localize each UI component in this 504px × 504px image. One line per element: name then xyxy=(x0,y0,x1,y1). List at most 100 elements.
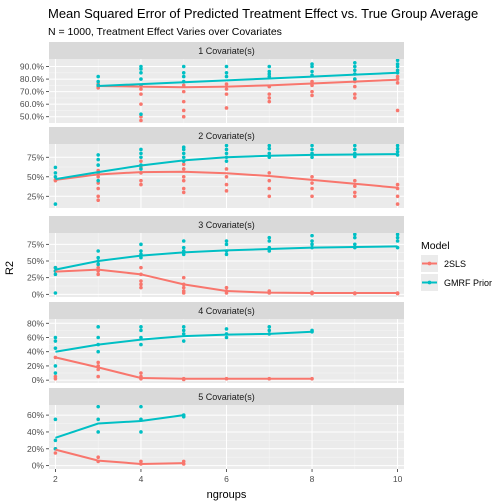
data-point xyxy=(139,147,143,152)
data-point xyxy=(96,262,100,267)
panel-data xyxy=(53,233,400,296)
data-point xyxy=(96,74,100,79)
data-point xyxy=(181,64,186,69)
data-point xyxy=(267,92,272,96)
data-point xyxy=(353,194,357,199)
data-point xyxy=(139,325,143,329)
data-point xyxy=(139,167,143,171)
data-point xyxy=(139,249,143,253)
data-point xyxy=(139,155,143,160)
data-point xyxy=(96,178,100,183)
data-point xyxy=(267,171,272,175)
data-point xyxy=(181,328,186,333)
data-point xyxy=(267,249,272,253)
data-point xyxy=(181,167,186,171)
data-point xyxy=(96,349,100,354)
data-point xyxy=(267,235,272,240)
data-point xyxy=(224,144,229,148)
data-point xyxy=(224,159,229,163)
y-tick-label: 60.0% xyxy=(20,99,45,109)
data-point xyxy=(353,68,357,73)
data-point xyxy=(395,59,400,63)
data-point xyxy=(139,178,143,183)
data-point xyxy=(53,174,58,179)
data-point xyxy=(181,325,186,329)
smooth-line xyxy=(55,170,398,189)
x-tick-label: 10 xyxy=(393,474,403,484)
smooth-line xyxy=(55,268,398,294)
data-point xyxy=(96,163,100,167)
data-point xyxy=(353,92,357,96)
data-point xyxy=(310,144,314,148)
data-point xyxy=(181,99,186,104)
legend-label: 2SLS xyxy=(444,259,466,269)
data-point xyxy=(395,233,400,237)
smooth-line xyxy=(98,71,398,87)
y-tick-label: 0% xyxy=(32,375,45,385)
panel-data xyxy=(53,144,400,206)
data-point xyxy=(53,272,58,277)
y-tick-label: 25% xyxy=(27,273,44,283)
data-point xyxy=(353,147,357,152)
x-tick-label: 6 xyxy=(224,474,229,484)
data-point xyxy=(181,147,186,152)
facet-strip xyxy=(49,127,404,144)
data-point xyxy=(353,64,357,69)
y-tick-label: 70.0% xyxy=(20,87,45,97)
legend-items: 2SLS GMRF Prior xyxy=(421,255,492,291)
y-tick-label: 50.0% xyxy=(20,112,45,122)
data-point xyxy=(53,165,58,170)
data-point xyxy=(224,335,229,340)
data-point xyxy=(96,360,100,365)
data-point xyxy=(310,233,314,238)
facet-strip xyxy=(49,388,404,405)
data-point xyxy=(96,186,100,191)
facet-strip-label: 3 Covariate(s) xyxy=(198,220,255,230)
legend-key-point xyxy=(427,261,432,266)
data-point xyxy=(96,249,100,253)
data-point xyxy=(395,182,400,187)
data-point xyxy=(96,417,100,422)
data-point xyxy=(267,69,272,74)
facet-strip-label: 4 Covariate(s) xyxy=(198,306,255,316)
smooth-line xyxy=(55,356,313,380)
y-tick-label: 80% xyxy=(27,318,44,328)
data-point xyxy=(139,64,143,69)
chart-title: Mean Squared Error of Predicted Treatmen… xyxy=(48,6,478,21)
data-point xyxy=(224,87,229,91)
facet-strip xyxy=(49,216,404,233)
panel-data xyxy=(53,325,314,382)
data-point xyxy=(139,71,143,75)
data-point xyxy=(310,174,314,179)
data-point xyxy=(139,459,143,464)
y-tick-label: 50% xyxy=(27,256,44,266)
data-point xyxy=(96,255,100,260)
data-point xyxy=(139,87,143,91)
facet-panel: 4 Covariate(s) 0% 20% 40% 60% 80% xyxy=(27,302,404,385)
data-point xyxy=(395,62,400,66)
data-point xyxy=(395,74,400,79)
data-point xyxy=(96,79,100,84)
data-point xyxy=(310,242,314,247)
data-point xyxy=(139,405,143,409)
data-point xyxy=(395,68,400,73)
data-point xyxy=(96,405,100,409)
data-point xyxy=(139,159,143,163)
data-point xyxy=(224,242,229,247)
smooth-line xyxy=(55,330,313,353)
data-point xyxy=(139,77,143,81)
data-point xyxy=(53,451,58,455)
data-point xyxy=(395,108,400,113)
data-point xyxy=(139,114,143,119)
y-tick-label: 60% xyxy=(27,332,44,342)
data-point xyxy=(139,151,143,156)
data-point xyxy=(139,242,143,247)
smooth-line xyxy=(55,448,184,465)
data-point xyxy=(395,235,400,240)
data-point xyxy=(310,89,314,94)
data-point xyxy=(353,144,357,148)
data-point xyxy=(181,71,186,75)
data-point xyxy=(181,275,186,280)
data-point xyxy=(267,72,272,76)
